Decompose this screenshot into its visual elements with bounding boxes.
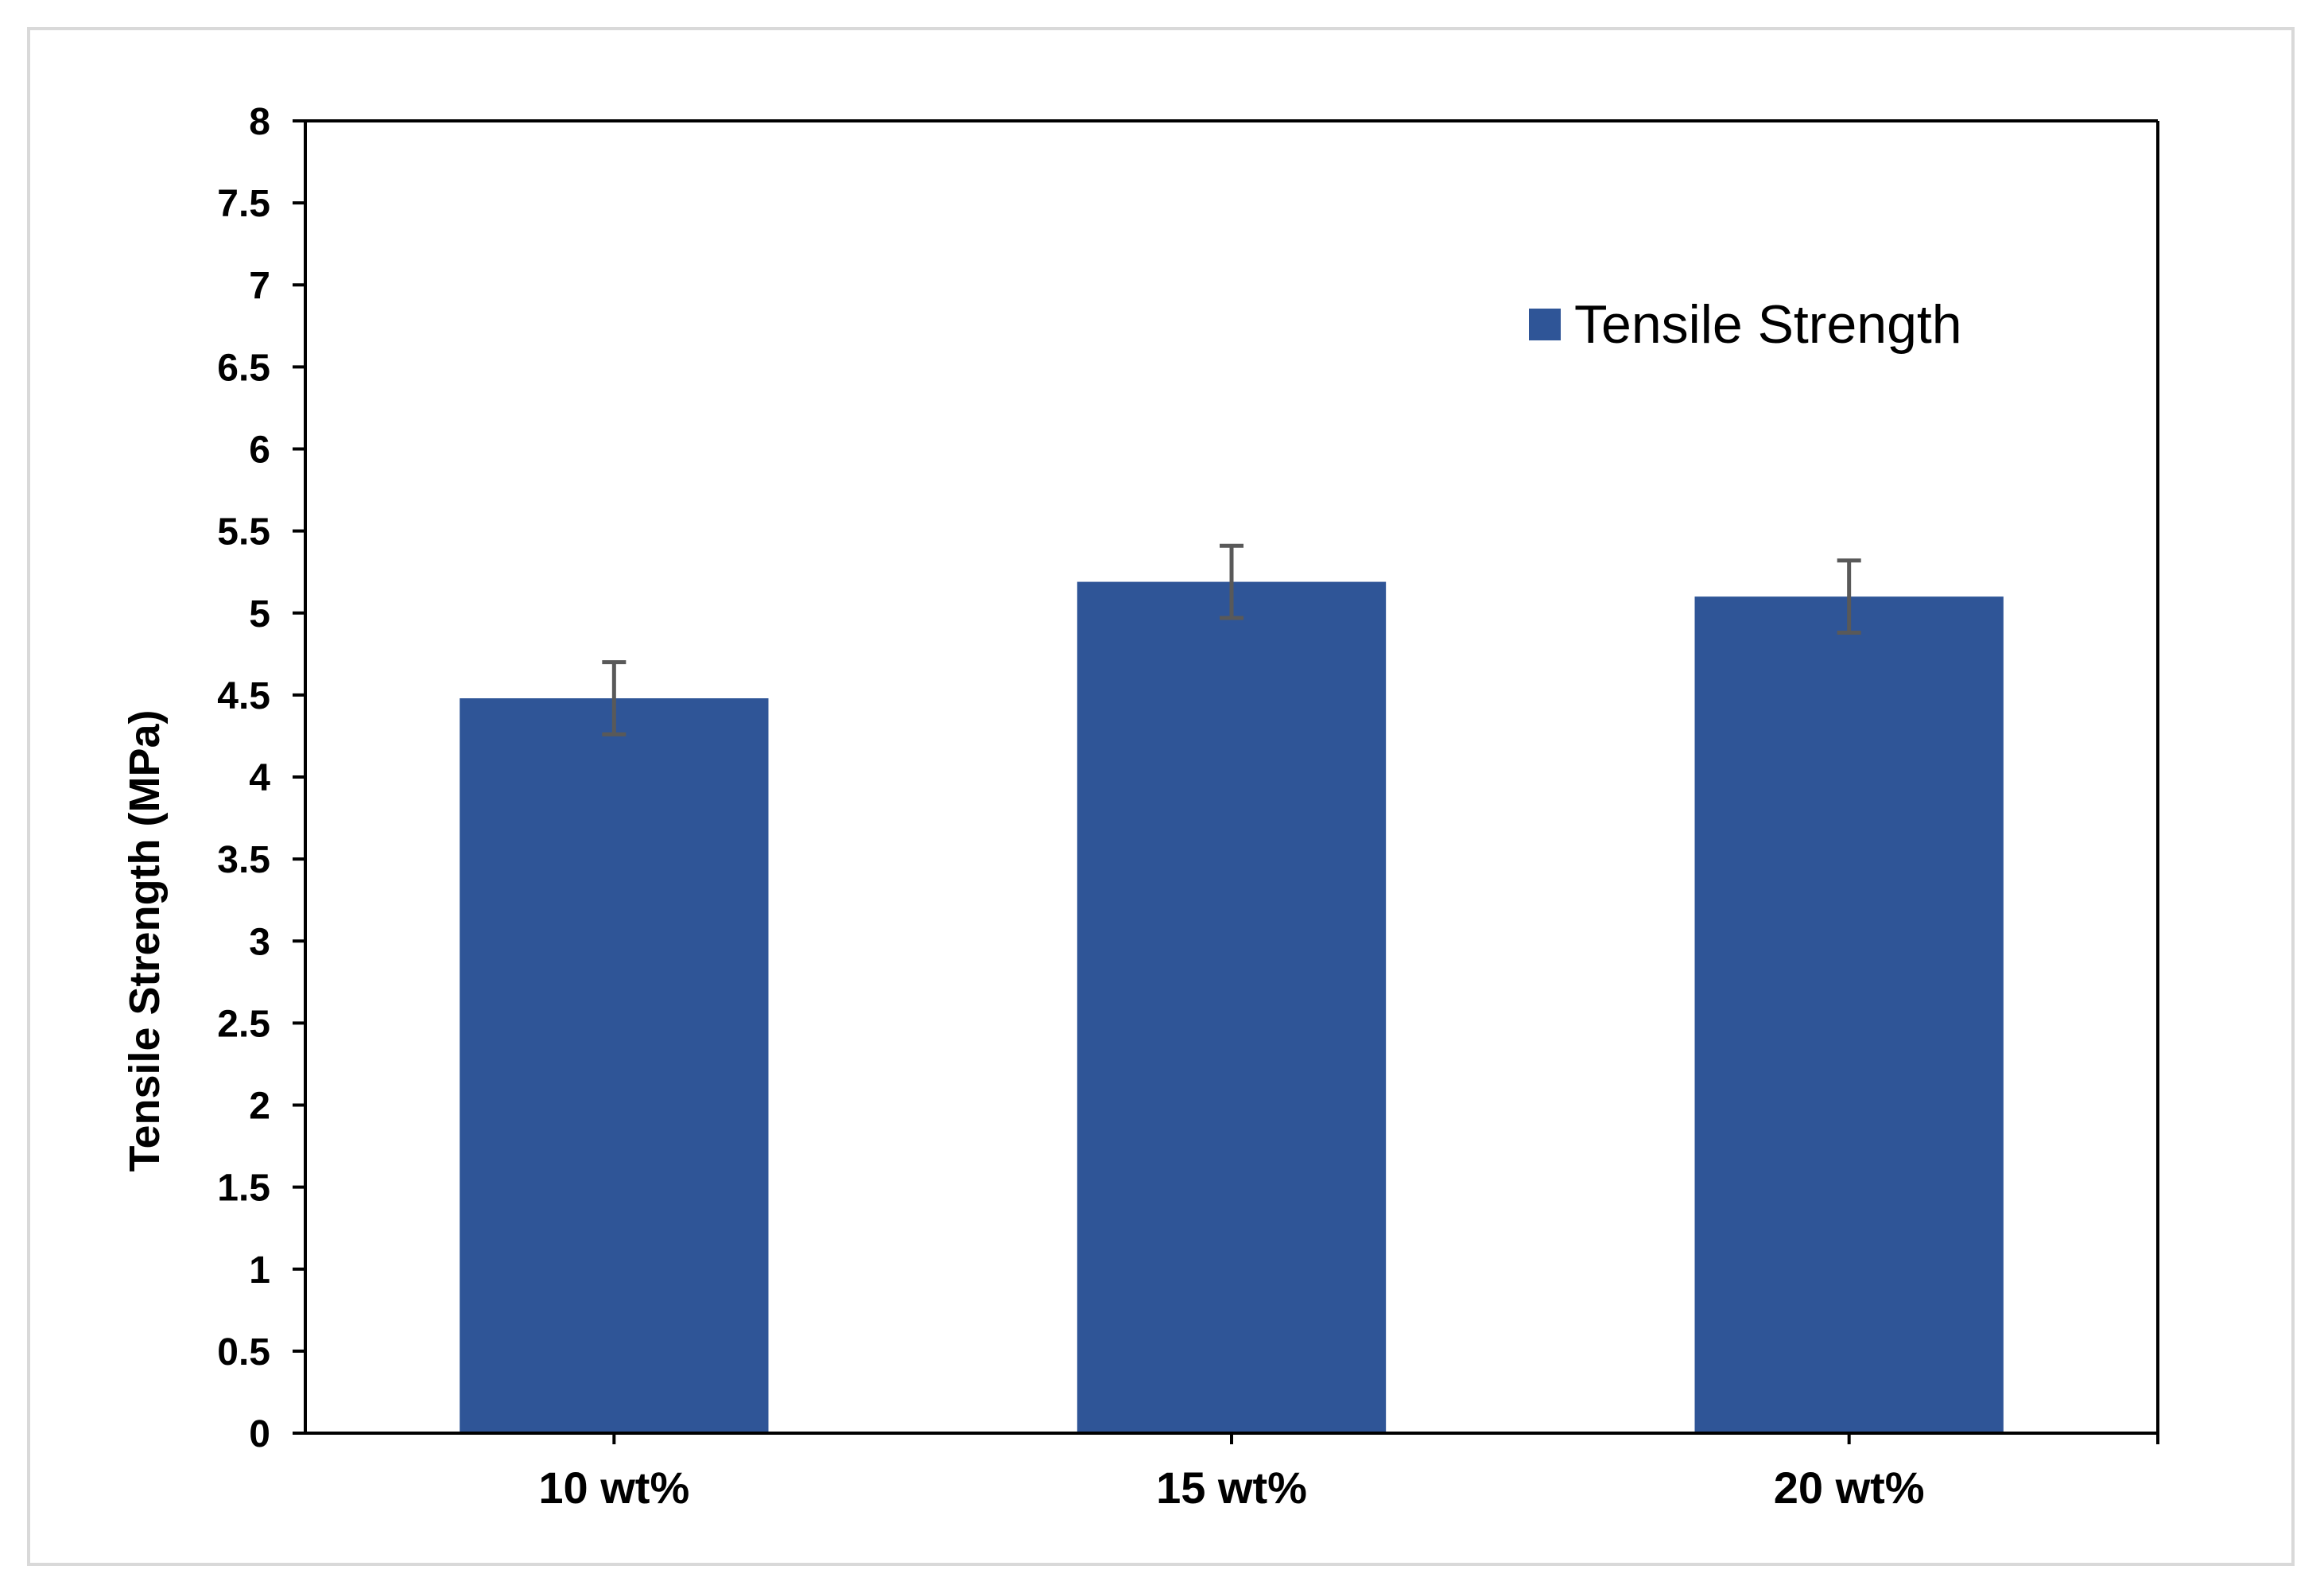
y-tick-labels: 0 0.5 1 1.5 2 2.5 3 3.5 4 4.5 5 5.5 6 6.5 7 7.5 8 [217,101,270,1455]
legend-label: Tensile Strength [1574,294,1962,355]
bar-2 [1077,581,1387,1433]
y-tick-label-3: 3 [249,921,270,963]
y-tick-label-1: 1 [249,1249,270,1292]
bars-layer [460,581,2004,1433]
y-tick-label-5.5: 5.5 [217,511,270,554]
y-tick-label-6.5: 6.5 [217,347,270,389]
legend: Tensile Strength [1529,294,1962,355]
y-tick-label-4.5: 4.5 [217,675,270,717]
x-category-label-2: 15 wt% [1156,1463,1307,1513]
y-tick-label-5: 5 [249,593,270,635]
x-category-label-3: 20 wt% [1774,1463,1925,1513]
y-tick-label-7.5: 7.5 [217,183,270,225]
y-tick-label-4: 4 [249,757,270,799]
y-tick-label-2.5: 2.5 [217,1003,270,1045]
y-tick-label-0: 0 [249,1413,270,1455]
bar-1 [460,698,769,1433]
bar-3 [1694,596,2004,1433]
error-bars-layer [602,543,1861,736]
y-tick-label-1.5: 1.5 [217,1168,270,1210]
y-tick-label-8: 8 [249,101,270,143]
legend-swatch [1529,309,1561,340]
y-tick-label-2: 2 [249,1086,270,1128]
y-tick-label-7: 7 [249,265,270,307]
y-axis-title: Tensile Strength (MPa) [121,709,169,1171]
x-category-label-1: 10 wt% [538,1463,689,1513]
y-tick-label-3.5: 3.5 [217,839,270,881]
y-tick-label-0.5: 0.5 [217,1331,270,1373]
y-tick-label-6: 6 [249,429,270,472]
x-category-labels: 10 wt% 15 wt% 20 wt% [538,1463,1924,1513]
axes-layer [293,119,2159,1444]
